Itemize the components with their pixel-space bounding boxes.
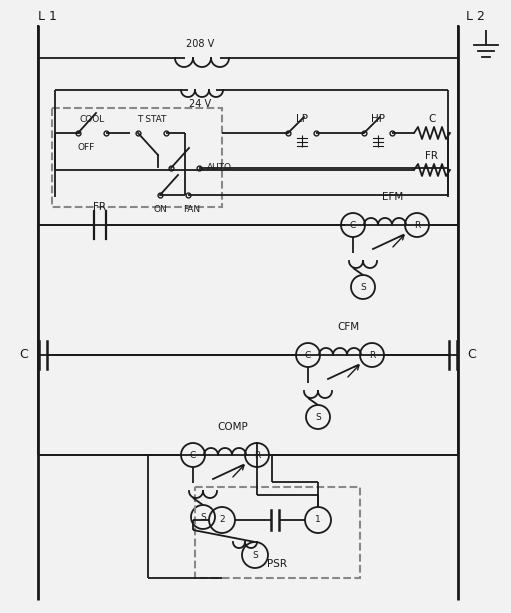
Text: L 2: L 2 <box>466 10 485 23</box>
Text: 24 V: 24 V <box>189 99 211 109</box>
Text: C: C <box>350 221 356 229</box>
Text: FR: FR <box>94 202 106 212</box>
Text: S: S <box>252 550 258 560</box>
Text: C: C <box>428 114 436 124</box>
Bar <box>195 487 360 578</box>
Text: EFM: EFM <box>382 192 404 202</box>
Text: L 1: L 1 <box>38 10 57 23</box>
Text: COOL: COOL <box>79 115 105 123</box>
Text: FAN: FAN <box>183 205 200 213</box>
Text: COMP: COMP <box>218 422 248 432</box>
Text: PSR: PSR <box>267 559 288 569</box>
Text: C: C <box>190 451 196 460</box>
Text: T STAT: T STAT <box>137 115 167 123</box>
Text: C: C <box>468 349 476 362</box>
Text: S: S <box>360 283 366 292</box>
Text: 1: 1 <box>315 516 321 525</box>
Text: HP: HP <box>371 114 385 124</box>
Text: S: S <box>315 413 321 422</box>
Text: R: R <box>414 221 420 229</box>
Text: C: C <box>19 349 29 362</box>
Text: R: R <box>254 451 260 460</box>
Text: LP: LP <box>296 114 308 124</box>
Text: AUTO: AUTO <box>207 164 232 172</box>
Bar <box>52 108 222 207</box>
Text: R: R <box>369 351 375 359</box>
Text: ON: ON <box>153 205 167 213</box>
Text: FR: FR <box>426 151 438 161</box>
Text: 2: 2 <box>219 516 225 525</box>
Text: OFF: OFF <box>78 142 95 151</box>
Text: 208 V: 208 V <box>186 39 214 49</box>
Text: S: S <box>200 512 206 522</box>
Text: CFM: CFM <box>337 322 359 332</box>
Text: C: C <box>305 351 311 359</box>
